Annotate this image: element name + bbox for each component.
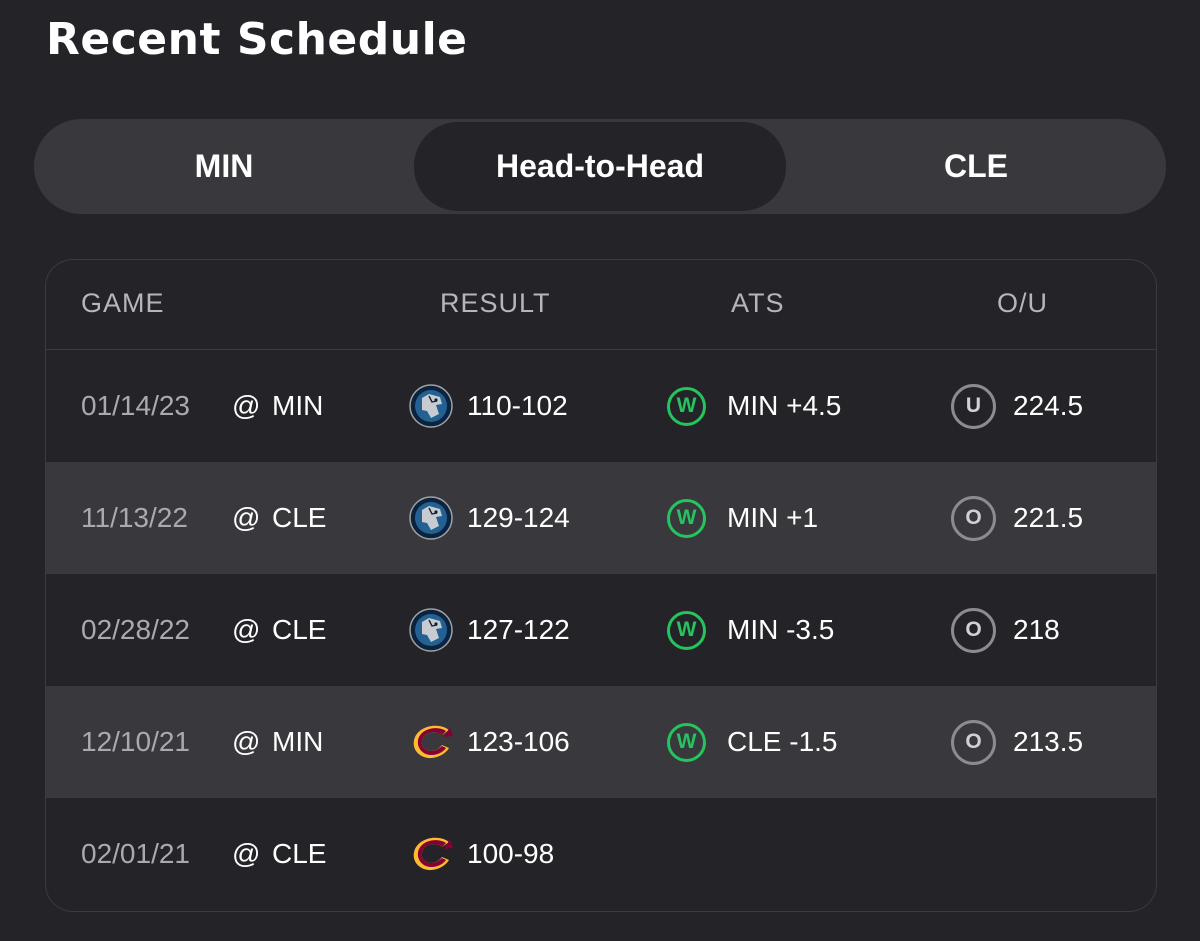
timberwolves-logo-icon — [409, 350, 455, 462]
ou-over-icon: O — [951, 495, 996, 541]
game-date: 02/01/21 — [81, 838, 190, 869]
game-score: 127-122 — [467, 614, 570, 645]
team-tab-bar: MIN Head-to-Head CLE — [34, 119, 1166, 214]
column-header-game: GAME — [81, 288, 165, 318]
ou-result-badge: O — [951, 574, 997, 686]
at-symbol: @ — [232, 726, 261, 757]
ou-total: 224.5 — [1013, 390, 1084, 421]
table-row[interactable]: 01/14/23 @ MIN 110-102 W MIN +4.5 U 224.5 — [46, 350, 1156, 462]
game-score: 100-98 — [467, 838, 555, 869]
schedule-table: GAME RESULT ATS O/U 01/14/23 @ MIN 110-102 W… — [45, 259, 1157, 912]
cavaliers-logo-icon — [409, 686, 455, 798]
at-symbol: @ — [232, 502, 261, 533]
opponent-team: CLE — [272, 614, 327, 645]
game-date: 11/13/22 — [81, 502, 188, 533]
ats-win-icon: W — [667, 722, 706, 762]
tab-head-to-head[interactable]: Head-to-Head — [414, 122, 786, 211]
ou-result-badge: U — [951, 350, 997, 462]
ou-over-icon: O — [951, 607, 996, 653]
ats-win-icon: W — [667, 610, 706, 650]
at-symbol: @ — [232, 838, 261, 869]
ats-line: MIN -3.5 — [727, 614, 835, 645]
ou-over-icon: O — [951, 719, 996, 765]
ats-win-icon: W — [667, 498, 706, 538]
ats-result-badge: W — [666, 574, 712, 686]
game-score: 129-124 — [467, 502, 570, 533]
opponent-team: CLE — [272, 838, 327, 869]
ats-result-badge: W — [666, 462, 712, 574]
ats-line: MIN +1 — [727, 502, 819, 533]
ou-total: 213.5 — [1013, 726, 1084, 757]
ats-line: MIN +4.5 — [727, 390, 842, 421]
tab-cle[interactable]: CLE — [944, 148, 1008, 184]
game-score: 123-106 — [467, 726, 570, 757]
page-title: Recent Schedule — [46, 14, 468, 65]
game-date: 12/10/21 — [81, 726, 190, 757]
timberwolves-logo-icon — [409, 462, 455, 574]
cavaliers-logo-icon — [409, 798, 455, 910]
game-score: 110-102 — [467, 390, 568, 421]
opponent-team: MIN — [272, 390, 324, 421]
column-header-result: RESULT — [440, 288, 551, 318]
table-row[interactable]: 02/28/22 @ CLE 127-122 W MIN -3.5 O 218 — [46, 574, 1156, 686]
at-symbol: @ — [232, 390, 261, 421]
at-symbol: @ — [232, 614, 261, 645]
ats-result-badge: W — [666, 350, 712, 462]
game-date: 01/14/23 — [81, 390, 190, 421]
ou-total: 221.5 — [1013, 502, 1084, 533]
table-row[interactable]: 02/01/21 @ CLE 100-98 — [46, 798, 1156, 910]
opponent-team: MIN — [272, 726, 324, 757]
ats-line: CLE -1.5 — [727, 726, 838, 757]
opponent-team: CLE — [272, 502, 327, 533]
ats-win-icon: W — [667, 386, 706, 426]
column-header-ou: O/U — [997, 288, 1049, 318]
ou-under-icon: U — [951, 383, 996, 429]
table-header: GAME RESULT ATS O/U — [46, 260, 1156, 350]
timberwolves-logo-icon — [409, 574, 455, 686]
ou-result-badge: O — [951, 462, 997, 574]
table-row[interactable]: 11/13/22 @ CLE 129-124 W MIN +1 O 221.5 — [46, 462, 1156, 574]
ou-result-badge: O — [951, 686, 997, 798]
table-row[interactable]: 12/10/21 @ MIN 123-106 W CLE -1.5 O 213.5 — [46, 686, 1156, 798]
game-date: 02/28/22 — [81, 614, 190, 645]
tab-min[interactable]: MIN — [194, 148, 254, 184]
ou-total: 218 — [1013, 614, 1060, 645]
column-header-ats: ATS — [731, 288, 785, 318]
ats-result-badge: W — [666, 686, 712, 798]
